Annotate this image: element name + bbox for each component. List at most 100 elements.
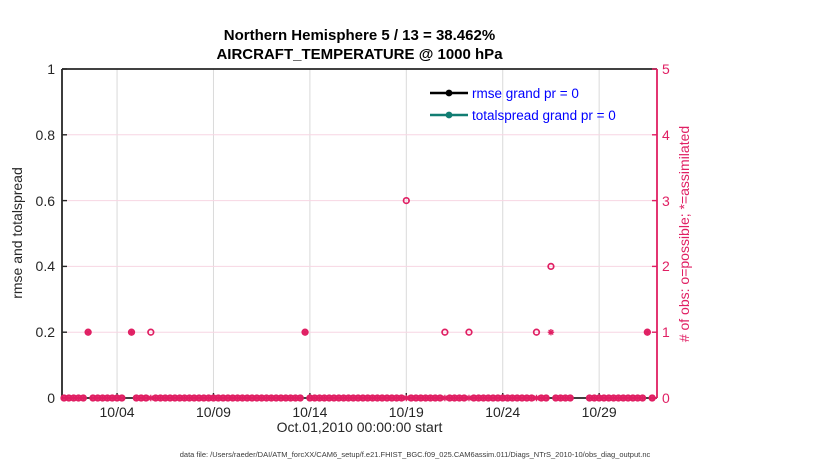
obs-assimilated-marker bbox=[186, 394, 193, 402]
legend-marker-dot bbox=[445, 89, 453, 97]
left-tick-label: 0.4 bbox=[35, 258, 55, 275]
obs-assimilated-marker bbox=[142, 394, 150, 402]
obs-assimilated-marker bbox=[80, 394, 87, 402]
obs-assimilated-marker bbox=[166, 394, 174, 402]
obs-possible-marker bbox=[547, 262, 555, 271]
obs-assimilated-marker bbox=[523, 394, 531, 402]
obs-assimilated-marker bbox=[513, 394, 521, 402]
obs-assimilated-marker bbox=[181, 394, 188, 402]
left-axis-label: rmse and totalspread bbox=[9, 167, 25, 299]
obs-possible-marker bbox=[532, 328, 541, 336]
legend-label: rmse grand pr = 0 bbox=[472, 85, 579, 101]
obs-assimilated-marker bbox=[480, 394, 487, 402]
obs-possible-marker bbox=[465, 328, 473, 336]
x-axis-label: Oct.01,2010 00:00:00 start bbox=[276, 419, 443, 435]
obs-assimilated-marker bbox=[595, 394, 603, 402]
obs-assimilated-marker bbox=[557, 394, 564, 402]
obs-assimilated-marker bbox=[147, 394, 155, 402]
obs-assimilated-marker bbox=[210, 394, 217, 402]
obs-assimilated-marker bbox=[205, 394, 212, 402]
obs-assimilated-marker bbox=[432, 394, 439, 402]
obs-assimilated-marker bbox=[162, 394, 169, 402]
obs-assimilated-marker bbox=[330, 394, 338, 402]
obs-assimilated-marker bbox=[234, 394, 241, 402]
obs-assimilated-marker bbox=[104, 394, 111, 402]
obs-assimilated-marker bbox=[398, 394, 405, 402]
datafile-footer: data file: /Users/raeder/DAI/ATM_forcXX/… bbox=[179, 450, 651, 459]
obs-assimilated-marker bbox=[109, 394, 116, 402]
obs-assimilated-marker bbox=[533, 394, 540, 402]
obs-assimilated-marker bbox=[600, 394, 608, 402]
left-tick-label: 0.8 bbox=[35, 126, 55, 143]
obs-assimilated-marker bbox=[99, 394, 106, 402]
obs-assimilated-marker bbox=[407, 394, 415, 402]
obs-assimilated-marker bbox=[528, 394, 535, 402]
x-tick-label: 10/14 bbox=[292, 404, 328, 420]
obs-assimilated-marker bbox=[171, 394, 179, 402]
obs-assimilated-marker bbox=[379, 394, 386, 402]
right-tick-label: 4 bbox=[662, 126, 670, 143]
obs-assimilated-marker bbox=[215, 394, 222, 402]
legend-line-sample bbox=[430, 89, 468, 97]
obs-assimilated-marker bbox=[427, 394, 434, 402]
right-tick-label: 5 bbox=[662, 61, 670, 77]
legend: rmse grand pr = 0 totalspread grand pr = … bbox=[429, 82, 616, 126]
obs-assimilated-marker bbox=[89, 394, 97, 402]
legend-line-sample bbox=[430, 111, 468, 119]
obs-assimilated-marker bbox=[465, 394, 473, 402]
x-tick-label: 10/24 bbox=[485, 404, 521, 420]
obs-assimilated-marker bbox=[176, 394, 183, 402]
obs-assimilated-marker bbox=[239, 394, 246, 402]
obs-assimilated-marker bbox=[364, 394, 371, 402]
obs-assimilated-marker bbox=[137, 394, 145, 402]
obs-assimilated-marker bbox=[272, 394, 280, 402]
obs-assimilated-marker bbox=[321, 394, 328, 402]
obs-assimilated-marker bbox=[591, 394, 598, 402]
x-tick-label: 10/19 bbox=[388, 404, 424, 420]
obs-assimilated-marker bbox=[634, 394, 641, 402]
obs-assimilated-marker bbox=[383, 394, 391, 402]
obs-assimilated-marker bbox=[489, 394, 497, 402]
obs-assimilated-marker bbox=[441, 394, 449, 402]
obs-assimilated-marker bbox=[629, 394, 637, 402]
obs-assimilated-marker bbox=[509, 394, 516, 402]
obs-assimilated-marker bbox=[128, 329, 135, 336]
obs-assimilated-marker bbox=[620, 394, 627, 402]
obs-assimilated-marker bbox=[359, 394, 367, 402]
obs-assimilated-marker bbox=[648, 394, 656, 402]
obs-assimilated-marker bbox=[113, 394, 121, 402]
obs-assimilated-marker bbox=[301, 329, 309, 336]
obs-assimilated-marker bbox=[325, 394, 333, 402]
obs-assimilated-marker bbox=[224, 394, 232, 402]
obs-assimilated-marker bbox=[456, 394, 463, 402]
right-axis-label: # of obs: o=possible; *=assimilated bbox=[676, 125, 692, 343]
obs-assimilated-marker bbox=[422, 394, 429, 402]
obs-assimilated-marker bbox=[133, 394, 140, 402]
obs-assimilated-marker bbox=[542, 394, 550, 402]
obs-assimilated-marker bbox=[297, 394, 304, 402]
left-tick-label: 0 bbox=[47, 390, 55, 406]
obs-assimilated-marker bbox=[412, 394, 420, 402]
obs-assimilated-marker bbox=[157, 394, 164, 402]
obs-assimilated-marker bbox=[538, 394, 545, 402]
obs-assimilated-marker bbox=[311, 394, 318, 402]
obs-assimilated-marker bbox=[244, 394, 251, 402]
obs-assimilated-marker bbox=[282, 394, 289, 402]
legend-label: totalspread grand pr = 0 bbox=[472, 107, 616, 123]
obs-assimilated-marker bbox=[354, 394, 362, 402]
obs-assimilated-marker bbox=[644, 329, 651, 336]
obs-assimilated-marker bbox=[470, 394, 478, 402]
legend-item: rmse grand pr = 0 bbox=[429, 82, 616, 104]
obs-assimilated-marker bbox=[190, 394, 198, 402]
legend-item: totalspread grand pr = 0 bbox=[429, 104, 616, 126]
obs-assimilated-marker bbox=[605, 394, 612, 402]
obs-possible-marker bbox=[402, 196, 410, 205]
obs-assimilated-marker bbox=[60, 394, 68, 402]
obs-assimilated-marker bbox=[586, 394, 593, 402]
obs-assimilated-marker bbox=[639, 394, 646, 402]
obs-assimilated-marker bbox=[417, 394, 424, 402]
obs-assimilated-marker bbox=[485, 394, 492, 402]
x-tick-label: 10/09 bbox=[195, 404, 231, 420]
